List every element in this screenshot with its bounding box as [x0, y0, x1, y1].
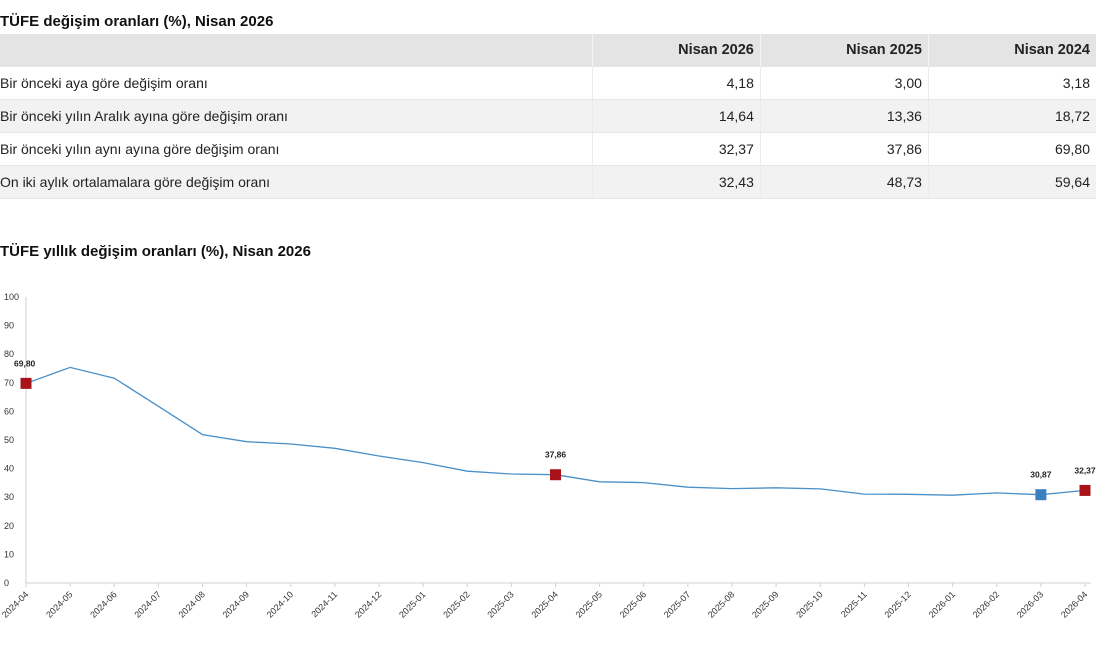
data-point-marker	[1079, 484, 1091, 496]
y-tick-label: 80	[4, 349, 14, 359]
x-tick-label: 2025-04	[529, 589, 559, 619]
x-tick-label: 2024-09	[221, 589, 251, 619]
data-point-marker	[550, 469, 561, 481]
x-tick-label: 2025-07	[662, 589, 692, 619]
y-tick-label: 70	[4, 378, 14, 388]
table-cell: 4,18	[591, 66, 761, 100]
x-tick-label: 2026-02	[971, 589, 1001, 619]
y-tick-label: 100	[4, 292, 19, 302]
x-tick-label: 2024-06	[88, 589, 118, 619]
table-cell: 32,37	[591, 132, 761, 166]
x-tick-label: 2024-12	[353, 589, 383, 619]
x-tick-label: 2024-07	[132, 589, 162, 619]
x-axis: 2024-04 2024-05 2024-06 2024-07 2024-08 2024-…	[0, 582, 1091, 620]
row-label: Bir önceki yılın aynı ayına göre değişim…	[0, 132, 593, 166]
x-tick-label: 2024-08	[176, 589, 206, 619]
x-tick-label: 2026-01	[927, 589, 957, 619]
x-tick-label: 2024-11	[309, 589, 339, 619]
x-tick-label: 2026-04	[1059, 589, 1089, 619]
table-cell: 18,72	[927, 99, 1096, 133]
y-tick-label: 30	[4, 492, 14, 502]
data-point-marker	[20, 377, 32, 389]
table-cell: 3,18	[927, 66, 1096, 100]
table-header-col-2: Nisan 2025	[759, 34, 929, 67]
table-row: Bir önceki aya göre değişim oranı 4,18 3…	[0, 66, 1096, 100]
y-tick-label: 60	[4, 406, 14, 416]
table-title: TÜFE değişim oranları (%), Nisan 2026	[0, 13, 274, 30]
chart-title: TÜFE yıllık değişim oranları (%), Nisan …	[0, 243, 311, 260]
y-tick-label: 20	[4, 521, 14, 531]
x-tick-label: 2024-10	[265, 589, 295, 619]
data-label: 69,80	[14, 358, 36, 368]
cpi-change-table: Nisan 2026 Nisan 2025 Nisan 2024 Bir önc…	[0, 34, 1096, 199]
table-cell: 32,43	[591, 165, 761, 199]
row-label: Bir önceki aya göre değişim oranı	[0, 66, 593, 100]
table-header-col-3: Nisan 2024	[927, 34, 1096, 67]
table-row: Bir önceki yılın Aralık ayına göre değiş…	[0, 99, 1096, 133]
table-cell: 59,64	[927, 165, 1096, 199]
table-row: On iki aylık ortalamalara göre değişim o…	[0, 165, 1096, 199]
x-tick-label: 2026-03	[1015, 589, 1045, 619]
table-cell: 48,73	[759, 165, 929, 199]
y-tick-label: 50	[4, 435, 14, 445]
table-cell: 14,64	[591, 99, 761, 133]
x-tick-label: 2025-11	[839, 589, 869, 619]
x-tick-label: 2025-02	[441, 589, 471, 619]
row-label: Bir önceki yılın Aralık ayına göre değiş…	[0, 99, 593, 133]
x-tick-label: 2025-06	[618, 589, 648, 619]
x-tick-label: 2025-05	[574, 589, 604, 619]
table-header-col-1: Nisan 2026	[591, 34, 761, 67]
x-tick-label: 2024-04	[0, 589, 30, 619]
data-label: 32,37	[1074, 465, 1096, 475]
x-tick-label: 2025-01	[397, 589, 427, 619]
table-cell: 13,36	[759, 99, 929, 133]
y-tick-label: 0	[4, 578, 9, 588]
table-cell: 69,80	[927, 132, 1096, 166]
table-header-row: Nisan 2026 Nisan 2025 Nisan 2024	[0, 34, 1096, 67]
x-tick-label: 2024-05	[44, 589, 74, 619]
x-tick-label: 2025-03	[485, 589, 515, 619]
y-tick-label: 90	[4, 321, 14, 331]
table-header-empty	[0, 34, 593, 67]
data-point-marker	[1035, 489, 1047, 501]
data-label: 37,86	[545, 450, 567, 460]
data-label: 30,87	[1030, 470, 1052, 480]
x-tick-label: 2025-08	[706, 589, 736, 619]
x-tick-label: 2025-10	[794, 589, 824, 619]
x-tick-label: 2025-09	[750, 589, 780, 619]
y-axis: 0 10 20 30 40 50 60 70 80 90 100	[4, 292, 27, 588]
table-cell: 37,86	[759, 132, 929, 166]
row-label: On iki aylık ortalamalara göre değişim o…	[0, 165, 593, 199]
y-tick-label: 40	[4, 464, 14, 474]
x-tick-label: 2025-12	[882, 589, 912, 619]
table-row: Bir önceki yılın aynı ayına göre değişim…	[0, 132, 1096, 166]
table-cell: 3,00	[759, 66, 929, 100]
y-tick-label: 10	[4, 549, 14, 559]
marker-layer: 69,80 37,86 30,87 32,37	[14, 358, 1096, 501]
